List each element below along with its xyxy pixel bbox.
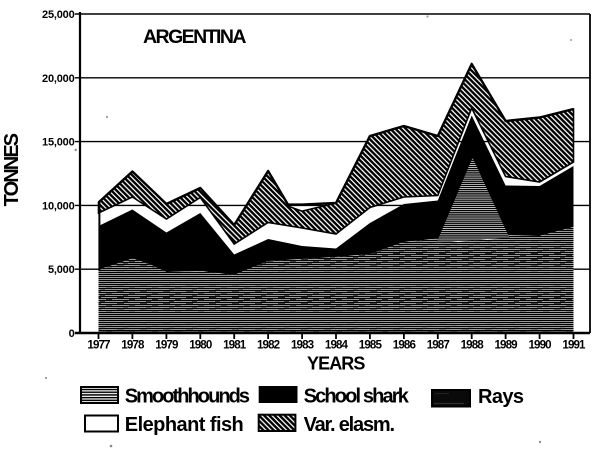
svg-text:1982: 1982 [257, 339, 280, 352]
svg-text:1988: 1988 [461, 339, 485, 352]
svg-text:25,000: 25,000 [42, 9, 75, 21]
svg-text:Rays: Rays [478, 386, 524, 408]
svg-text:0: 0 [69, 328, 75, 340]
svg-text:Elephant fish: Elephant fish [125, 414, 243, 436]
svg-text:Smoothhounds: Smoothhounds [125, 386, 250, 408]
svg-text:TONNES: TONNES [1, 133, 23, 206]
svg-text:1983: 1983 [291, 339, 315, 352]
svg-text:1989: 1989 [494, 339, 518, 352]
svg-text:1987: 1987 [427, 339, 450, 352]
svg-text:1986: 1986 [393, 339, 417, 352]
svg-text:5,000: 5,000 [48, 264, 75, 276]
svg-text:School shark: School shark [304, 386, 410, 408]
svg-text:15,000: 15,000 [42, 137, 75, 149]
svg-text:1990: 1990 [528, 339, 551, 352]
svg-text:YEARS: YEARS [307, 354, 365, 374]
svg-text:1977: 1977 [87, 339, 110, 352]
svg-text:20,000: 20,000 [42, 73, 75, 85]
svg-text:1984: 1984 [325, 339, 349, 352]
svg-text:Var. elasm.: Var. elasm. [304, 414, 395, 436]
svg-text:1991: 1991 [562, 339, 586, 352]
svg-text:ARGENTINA: ARGENTINA [143, 26, 246, 48]
svg-text:1985: 1985 [359, 339, 383, 352]
svg-text:10,000: 10,000 [42, 200, 75, 212]
svg-text:1980: 1980 [189, 339, 212, 352]
svg-text:1978: 1978 [121, 339, 145, 352]
svg-text:1981: 1981 [223, 339, 247, 352]
svg-text:1979: 1979 [155, 339, 179, 352]
